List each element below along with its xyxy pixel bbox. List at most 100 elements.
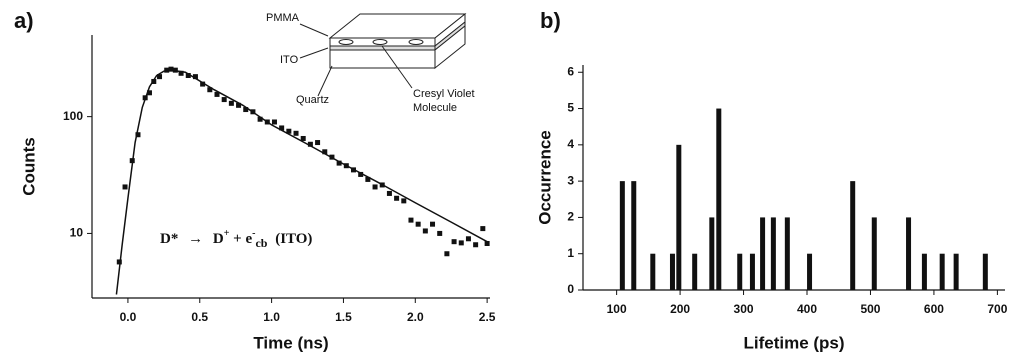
bar <box>749 253 755 290</box>
y-axis-label: Counts <box>19 137 38 196</box>
bar <box>716 108 722 290</box>
x-tick-label: 1.0 <box>263 310 280 324</box>
inset-diagram <box>299 12 467 97</box>
bar <box>760 217 766 290</box>
data-point <box>430 221 436 227</box>
data-point <box>365 176 371 182</box>
y-tick-label: 0 <box>567 282 574 296</box>
data-point <box>185 73 191 79</box>
data-point <box>172 67 178 73</box>
data-point <box>484 240 490 246</box>
data-point <box>122 184 128 190</box>
y-axis-label: Occurrence <box>535 130 554 225</box>
y-tick-label: 6 <box>567 64 574 78</box>
inset-label: Cresyl Violet <box>413 88 475 100</box>
bar <box>692 253 698 290</box>
bar <box>906 217 912 290</box>
bar <box>709 217 715 290</box>
inset-label: PMMA <box>266 12 300 24</box>
data-point <box>250 109 256 115</box>
annotation-part: + e <box>233 231 252 247</box>
data-point <box>151 78 157 84</box>
data-point <box>451 239 457 245</box>
annotation: D* → D+ + e-cb (ITO) <box>160 225 312 251</box>
bar <box>770 217 776 290</box>
data-point <box>214 91 220 97</box>
inset-label: Molecule <box>413 102 457 114</box>
data-point <box>315 140 321 146</box>
data-point <box>279 125 285 131</box>
bar <box>939 253 945 290</box>
annotation-part: + <box>224 228 230 239</box>
data-point <box>164 67 170 73</box>
data-point <box>379 182 385 188</box>
y-tick-label: 2 <box>567 210 574 224</box>
bar <box>631 181 637 290</box>
data-point <box>437 230 443 236</box>
annotation-part: - <box>252 228 255 239</box>
bar <box>669 253 675 290</box>
bar <box>784 217 790 290</box>
data-point <box>228 100 234 106</box>
data-point <box>157 74 163 80</box>
x-tick-label: 200 <box>670 302 690 316</box>
data-point <box>458 240 464 246</box>
data-point <box>221 97 227 103</box>
data-point <box>394 195 400 201</box>
data-point <box>415 221 421 227</box>
x-tick-label: 400 <box>797 302 817 316</box>
data-point <box>465 236 471 242</box>
data-point <box>351 167 357 173</box>
data-point <box>386 190 392 196</box>
data-point <box>336 160 342 166</box>
data-point <box>286 128 292 134</box>
bar <box>850 181 856 290</box>
data-point <box>236 102 242 108</box>
data-point <box>329 154 335 160</box>
bar <box>619 181 625 290</box>
data-point <box>322 149 328 155</box>
bar <box>871 217 877 290</box>
data-point <box>116 259 122 265</box>
y-tick-label: 3 <box>567 173 574 187</box>
data-point <box>200 81 206 87</box>
data-point <box>168 66 174 72</box>
data-point <box>243 107 249 113</box>
y-tick-label: 5 <box>567 101 574 115</box>
x-tick-label: 100 <box>607 302 627 316</box>
x-tick-label: 500 <box>860 302 880 316</box>
x-tick-label: 2.0 <box>407 310 424 324</box>
data-point <box>257 116 263 122</box>
bar <box>650 253 656 290</box>
data-point <box>473 242 479 248</box>
annotation-part: → <box>188 231 203 247</box>
data-point <box>135 132 141 138</box>
data-point <box>372 184 378 190</box>
x-tick-label: 0.0 <box>120 310 137 324</box>
bar <box>807 253 813 290</box>
x-tick-label: 600 <box>924 302 944 316</box>
annotation-part: cb <box>255 236 267 250</box>
data-point <box>178 70 184 76</box>
y-tick-label: 4 <box>567 137 574 151</box>
x-tick-label: 300 <box>734 302 754 316</box>
bar <box>921 253 927 290</box>
data-point <box>422 228 428 234</box>
annotation-part: D* <box>160 231 178 247</box>
bar <box>676 144 682 290</box>
y-tick-label: 100 <box>63 109 83 123</box>
x-tick-label: 700 <box>987 302 1007 316</box>
data-point <box>300 135 306 141</box>
panel-label: a) <box>14 8 34 33</box>
y-tick-label: 1 <box>567 246 574 260</box>
bar <box>953 253 959 290</box>
data-point <box>401 198 407 204</box>
data-point <box>146 90 152 96</box>
x-tick-label: 0.5 <box>191 310 208 324</box>
data-point <box>192 74 198 80</box>
annotation-part: D <box>213 231 224 247</box>
bar <box>982 253 988 290</box>
data-point <box>358 171 364 177</box>
data-point <box>293 130 299 136</box>
